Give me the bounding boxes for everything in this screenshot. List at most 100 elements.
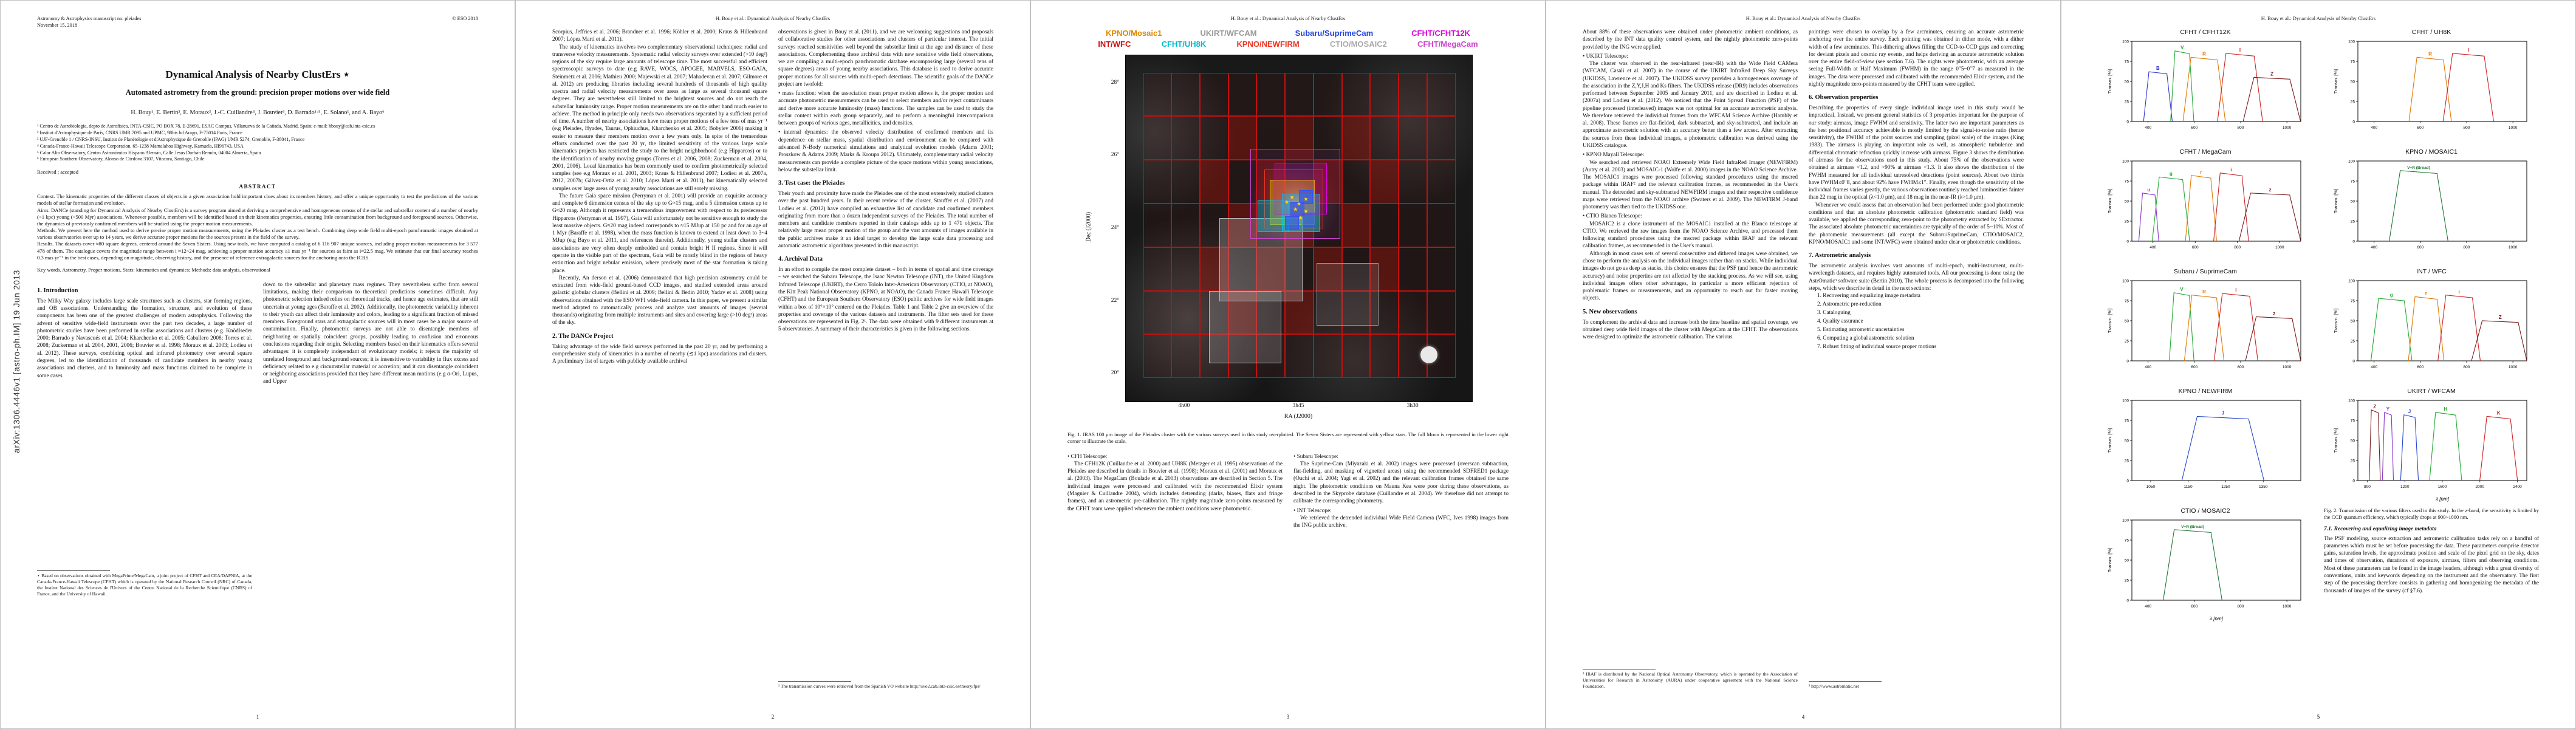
footprint-grid-cell: [1256, 247, 1286, 291]
y-tick-label: 26°: [1111, 152, 1119, 159]
footprint-grid-cell: [1143, 290, 1172, 335]
body-paragraph: • INT Telescope:: [1293, 507, 1332, 514]
filter-panel: KPNO / MOSAIC1 0 25 50 75 100 400 600 800 1000 Tra…: [2324, 148, 2539, 263]
body-paragraphs: Describing the properties of every singl…: [1809, 104, 2024, 246]
x-tick-label: 4h00: [1178, 403, 1190, 409]
figure2-right-panels: CFHT / UH8K 0 25 50 75 100 400 600 800 1000 Transm…: [2324, 29, 2539, 502]
footprint-grid-cell: [1399, 160, 1427, 204]
filter-panel-title: CFHT / CFHT12K: [2180, 29, 2231, 36]
footprint-grid-cell: [1143, 203, 1172, 247]
footprint-grid-cell: [1199, 116, 1228, 160]
svg-text:z: z: [2273, 310, 2275, 316]
processing-steps-list: 1. Recovering and equalizing image metad…: [1809, 292, 2024, 352]
legend-item: INT/WFC: [1098, 39, 1131, 49]
filter-panel-title: UKIRT / WFCAM: [2407, 388, 2456, 395]
footprint-filled-cell: [1228, 203, 1257, 247]
body-paragraph: In an effort to compile the most complet…: [778, 267, 993, 333]
body-paragraph: The CFH12K (Cuillandre et al. 2000) and …: [1067, 460, 1283, 512]
svg-text:100: 100: [2348, 279, 2355, 283]
filter-panel: CTIO / MOSAIC2 0 25 50 75 100 400 600 800 1000 Tra…: [2098, 507, 2313, 622]
footnote-rule: [778, 681, 851, 682]
svg-text:Transm. [%]: Transm. [%]: [2333, 428, 2338, 453]
affiliation-list: ¹ Centro de Astrobiología, depto de Astr…: [37, 123, 478, 163]
svg-text:400: 400: [2371, 245, 2377, 250]
section-heading-new-observations: 5. New observations: [1583, 308, 1637, 315]
page-number: 2: [771, 714, 775, 720]
footprint-grid-cell: [1313, 334, 1342, 378]
iras-sky-image: ★ ★ ★ ★ ★ ★ ★: [1125, 55, 1473, 402]
filter-plot: 0 25 50 75 100 400 600 800 1000 Transm. [%] u g r i z: [2107, 159, 2301, 250]
svg-text:0: 0: [2352, 479, 2355, 483]
footprint-filled-cell: [1370, 247, 1399, 291]
svg-text:I: I: [2235, 287, 2236, 293]
svg-text:0: 0: [2126, 239, 2129, 244]
pleiades-star-icon: ★: [1284, 199, 1290, 205]
body-paragraphs: The PSF modeling, source extraction and …: [2324, 535, 2539, 595]
section-heading-astrometric-analysis: 7. Astrometric analysis: [1809, 252, 1871, 259]
svg-text:V: V: [2180, 45, 2184, 50]
svg-text:100: 100: [2348, 399, 2355, 403]
processing-step: 7. Robust fitting of individual source p…: [1817, 343, 1937, 350]
footprint-filled-cell: [1313, 160, 1342, 204]
footprint-grid-cell: [1370, 116, 1399, 160]
figure1-sky-map: Dec (J2000) 28° 26° 24° 22° 20° ★ ★ ★ ★ ★ ★ ★ 4h00…: [1081, 52, 1495, 426]
body-paragraphs: Their youth and proximity have made the …: [778, 190, 993, 250]
svg-text:I: I: [2239, 47, 2241, 53]
svg-text:Transm. [%]: Transm. [%]: [2107, 189, 2112, 213]
footprint-grid-cell: [1341, 334, 1371, 378]
footprint-grid-cell: [1143, 334, 1172, 378]
intro-paragraphs: The Milky Way galaxy includes large scal…: [37, 298, 252, 380]
filter-panel-title: Subaru / SuprimeCam: [2174, 268, 2237, 275]
figure1-caption: Fig. 1. IRAS 100 μm image of the Pleiade…: [1067, 431, 1509, 445]
filter-plot: 0 25 50 75 100 400 600 800 1000 Transm. [%] V+R (B…: [2333, 159, 2527, 250]
legend-item: CTIO/MOSAIC2: [1329, 39, 1387, 49]
footprint-grid-cell: [1285, 247, 1314, 291]
figure1-x-axis-label: RA (J2000): [1284, 413, 1313, 420]
y-tick-label: 20°: [1111, 370, 1119, 377]
footprint-grid-cell: [1399, 116, 1427, 160]
filter-plot: 0 25 50 75 100 400 600 800 1000 Transm. [%] B V R I Z: [2107, 39, 2301, 130]
figure2-left-column: CFHT / CFHT12K 0 25 50 75 100 400 600 800 1000 Tra…: [2098, 29, 2313, 690]
svg-text:50: 50: [2125, 558, 2129, 563]
filter-panel: KPNO / NEWFIRM 0 25 50 75 100 1050 1150 1250 1350…: [2098, 388, 2313, 502]
footprint-grid-cell: [1228, 72, 1257, 117]
svg-text:Transm. [%]: Transm. [%]: [2107, 69, 2112, 94]
footprint-filled-cell: [1256, 247, 1286, 291]
svg-text:g: g: [2170, 171, 2173, 176]
running-header: H. Bouy et al.: Dynamical Analysis of Ne…: [715, 15, 831, 21]
svg-text:50: 50: [2351, 80, 2355, 84]
section-heading-observation-properties: 6. Observation properties: [1809, 94, 1879, 101]
svg-text:600: 600: [2191, 604, 2197, 609]
legend-item: CFHT/MegaCam: [1417, 39, 1478, 49]
footnote-rule: [1809, 681, 1882, 682]
svg-text:1050: 1050: [2146, 485, 2156, 489]
svg-text:50: 50: [2125, 80, 2129, 84]
footprint-filled-cell: [1199, 247, 1228, 291]
footprint-grid-cell: [1171, 116, 1200, 160]
footprint-grid-cell: [1199, 72, 1228, 117]
svg-text:400: 400: [2145, 126, 2151, 130]
survey-footprint: [1302, 213, 1317, 227]
footprint-grid-cell: [1427, 160, 1456, 204]
svg-text:V+R (Broad): V+R (Broad): [2407, 166, 2430, 170]
filter-panel-title: INT / WFC: [2416, 268, 2447, 275]
svg-text:600: 600: [2417, 126, 2424, 130]
footprint-grid-cell: [1228, 247, 1257, 291]
telescope-bullets: • CFH Telescope: The CFH12K (Cuillandre e…: [1067, 453, 1283, 513]
svg-text:J: J: [2408, 409, 2411, 414]
body-paragraphs: observations is given in Bouy et al. (20…: [778, 29, 993, 88]
footprint-filled-cell: [1285, 290, 1314, 335]
svg-text:u: u: [2147, 187, 2150, 193]
svg-text:Transm. [%]: Transm. [%]: [2333, 189, 2338, 213]
footprint-grid-cell: [1313, 203, 1342, 247]
svg-text:25: 25: [2351, 100, 2355, 104]
body-paragraph: The astrometric analysis involves vast a…: [1809, 263, 2024, 292]
figure-legend-row: INT/WFC CFHT/UH8K KPNO/NEWFIRM CTIO/MOSAIC2…: [1067, 39, 1509, 49]
x-tick-label: 3h30: [1406, 403, 1419, 409]
abstract-paragraph: Methods. We present here the method used…: [37, 227, 478, 241]
svg-text:25: 25: [2125, 219, 2129, 224]
svg-text:V+R (Broad): V+R (Broad): [2181, 525, 2204, 529]
footprint-grid-cell: [1143, 72, 1172, 117]
page-4: H. Bouy et al.: Dynamical Analysis of Ne…: [1546, 0, 2061, 729]
svg-text:2000: 2000: [2476, 485, 2485, 489]
